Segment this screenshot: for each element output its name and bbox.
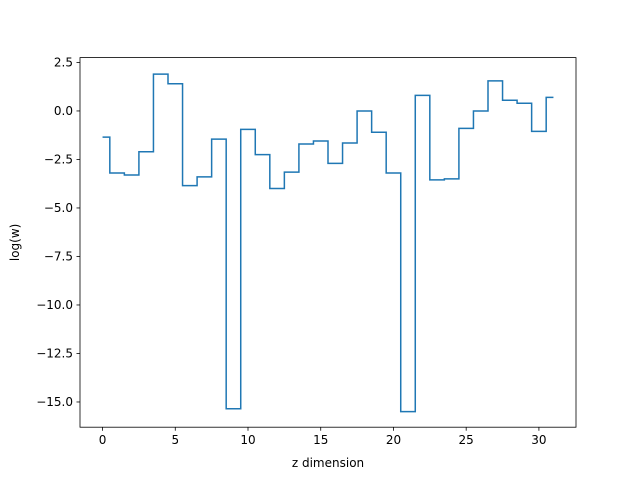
x-axis-label: z dimension <box>292 456 364 470</box>
y-axis-label: log(w) <box>8 224 22 261</box>
x-tick-label: 25 <box>459 433 474 447</box>
y-tick-label: −10.0 <box>36 298 73 312</box>
y-tick-label: −5.0 <box>44 201 73 215</box>
x-tick-label: 10 <box>240 433 255 447</box>
plot-frame <box>79 57 577 428</box>
y-tick-label: −15.0 <box>36 395 73 409</box>
y-tick-label: −2.5 <box>44 153 73 167</box>
y-tick-label: −7.5 <box>44 250 73 264</box>
y-tick-label: −12.5 <box>36 347 73 361</box>
x-tick-label: 30 <box>531 433 546 447</box>
x-tick-label: 15 <box>313 433 328 447</box>
x-tick-label: 5 <box>171 433 179 447</box>
y-tick-label: 2.5 <box>54 56 73 70</box>
y-tick-label: 0.0 <box>54 104 73 118</box>
series-line-0 <box>102 73 554 413</box>
x-tick-label: 20 <box>386 433 401 447</box>
x-tick-label: 0 <box>99 433 107 447</box>
